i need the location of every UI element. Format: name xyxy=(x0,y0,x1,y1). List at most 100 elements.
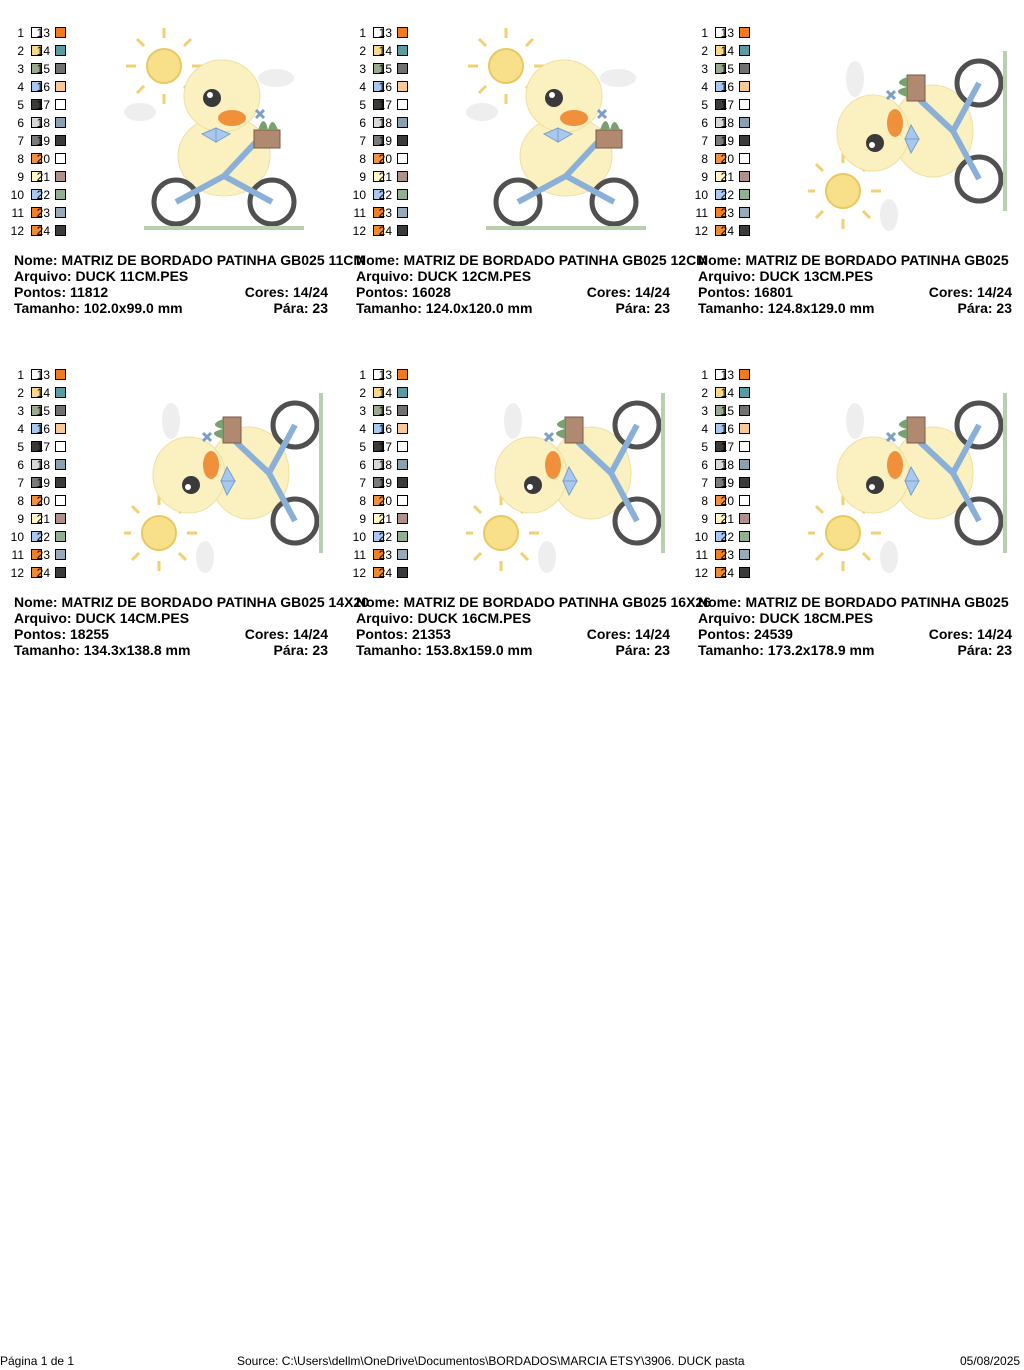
color-swatch xyxy=(31,423,42,434)
design-name: MATRIZ DE BORDADO PATINHA GB025 14X20 xyxy=(61,594,369,610)
duck-embroidery-image xyxy=(466,393,665,573)
color-swatch xyxy=(373,405,384,416)
color-number: 9 xyxy=(17,512,24,526)
color-swatch xyxy=(373,99,384,110)
palette-row: 9 21 xyxy=(356,170,426,184)
palette-row: 6 18 xyxy=(698,458,768,472)
color-swatch xyxy=(31,153,42,164)
color-number: 11 xyxy=(11,206,24,220)
palette-row: 3 15 xyxy=(698,404,768,418)
palette-row: 10 22 xyxy=(353,530,426,544)
color-swatch xyxy=(373,27,384,38)
color-number: 6 xyxy=(17,116,24,130)
palette-row: 7 19 xyxy=(356,134,426,148)
stops-label: Pára: xyxy=(273,300,309,316)
palette-row: 4 16 xyxy=(698,422,768,436)
palette-row: 8 20 xyxy=(14,152,84,166)
color-swatch xyxy=(397,405,408,416)
color-number: 4 xyxy=(701,80,708,94)
design-name: MATRIZ DE BORDADO PATINHA GB025 12CM xyxy=(403,252,708,268)
design-colors-value: 14/24 xyxy=(292,626,328,642)
color-swatch xyxy=(397,81,408,92)
color-number: 17 xyxy=(720,440,734,454)
color-swatch xyxy=(739,549,750,560)
color-number: 19 xyxy=(720,476,734,490)
color-swatch xyxy=(397,153,408,164)
color-number: 7 xyxy=(359,134,366,148)
size-label: Tamanho: xyxy=(698,642,764,658)
palette-row: 8 20 xyxy=(698,494,768,508)
stitches-label: Pontos: xyxy=(14,626,67,642)
design-colors: Cores: 14/24 xyxy=(582,284,670,300)
palette-row: 12 24 xyxy=(353,566,426,580)
color-swatch xyxy=(373,567,384,578)
color-number: 18 xyxy=(36,458,50,472)
color-number: 13 xyxy=(378,368,392,382)
color-number: 17 xyxy=(36,440,50,454)
design-stitches-line: Pontos: 16028 xyxy=(356,284,451,300)
color-number: 15 xyxy=(720,404,734,418)
color-number: 24 xyxy=(378,566,392,580)
design-card: 1 13 2 14 3 15 4 16 5 17 6 18 xyxy=(695,368,1024,668)
color-number: 5 xyxy=(359,440,366,454)
color-number: 2 xyxy=(701,386,708,400)
color-number: 4 xyxy=(359,422,366,436)
color-number: 4 xyxy=(17,422,24,436)
design-stops-value: 23 xyxy=(996,300,1012,316)
design-colors: Cores: 14/24 xyxy=(240,626,328,642)
palette-row: 4 16 xyxy=(356,80,426,94)
color-swatch xyxy=(373,513,384,524)
design-colors-value: 14/24 xyxy=(634,284,670,300)
color-number: 10 xyxy=(352,188,366,202)
design-name: MATRIZ DE BORDADO PATINHA GB025 xyxy=(745,252,1009,268)
color-swatch xyxy=(373,477,384,488)
color-number: 12 xyxy=(352,224,366,238)
design-stitches: 11812 xyxy=(70,284,109,300)
color-swatch xyxy=(55,63,66,74)
size-label: Tamanho: xyxy=(356,642,422,658)
color-number: 11 xyxy=(353,548,366,562)
color-swatch xyxy=(715,225,726,236)
color-swatch xyxy=(31,63,42,74)
palette-row: 1 13 xyxy=(356,368,426,382)
design-size: 102.0x99.0 mm xyxy=(83,300,183,316)
design-card: 1 13 2 14 3 15 4 16 5 17 6 18 xyxy=(353,368,711,668)
design-size-line: Tamanho: 124.0x120.0 mm xyxy=(356,300,532,316)
color-swatch xyxy=(397,387,408,398)
color-swatch xyxy=(397,567,408,578)
color-number: 21 xyxy=(720,170,734,184)
palette-row: 2 14 xyxy=(698,44,768,58)
design-stops: Pára: 23 xyxy=(934,642,1013,658)
color-number: 24 xyxy=(378,224,392,238)
stops-label: Pára: xyxy=(957,642,993,658)
design-name-line: Nome: MATRIZ DE BORDADO PATINHA GB025 14… xyxy=(14,594,369,610)
palette-row: 7 19 xyxy=(14,134,84,148)
color-number: 1 xyxy=(359,26,366,40)
color-swatch xyxy=(373,441,384,452)
color-swatch xyxy=(55,27,66,38)
color-swatch xyxy=(715,63,726,74)
color-swatch xyxy=(715,387,726,398)
color-swatch xyxy=(55,459,66,470)
color-number: 15 xyxy=(720,62,734,76)
color-number: 9 xyxy=(359,170,366,184)
color-swatch xyxy=(715,405,726,416)
color-swatch xyxy=(31,171,42,182)
design-stops-value: 23 xyxy=(312,642,328,658)
color-number: 8 xyxy=(359,152,366,166)
stops-label: Pára: xyxy=(615,300,651,316)
color-number: 6 xyxy=(359,458,366,472)
file-label: Arquivo: xyxy=(356,610,414,626)
palette-row: 11 23 xyxy=(12,548,84,562)
color-number: 6 xyxy=(701,116,708,130)
color-number: 4 xyxy=(701,422,708,436)
design-name-line: Nome: MATRIZ DE BORDADO PATINHA GB025 xyxy=(698,252,1009,268)
color-number: 19 xyxy=(378,134,392,148)
color-swatch xyxy=(715,441,726,452)
color-swatch xyxy=(55,81,66,92)
color-swatch xyxy=(397,45,408,56)
colors-label: Cores: xyxy=(928,626,974,642)
design-card: 1 13 2 14 3 15 4 16 5 17 6 18 xyxy=(11,26,365,326)
color-number: 3 xyxy=(17,404,24,418)
stitches-label: Pontos: xyxy=(698,284,751,300)
